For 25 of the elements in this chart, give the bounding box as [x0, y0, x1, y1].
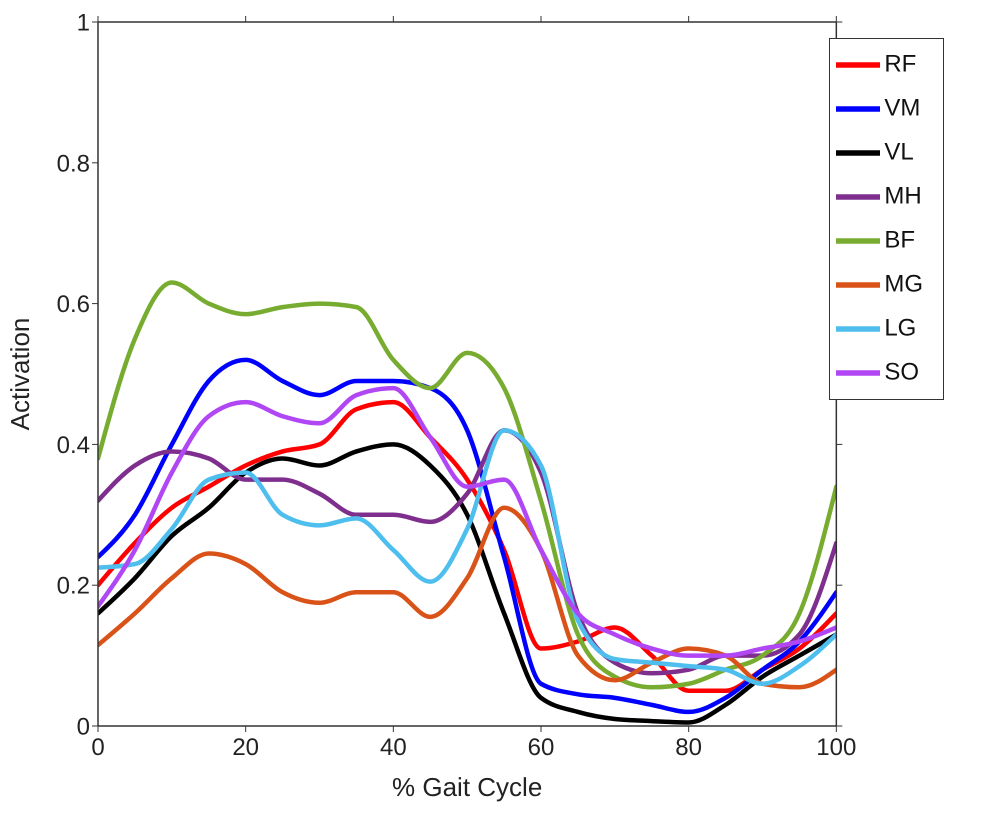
x-tick-label: 40 [380, 734, 407, 762]
line-series [98, 506, 836, 690]
legend-label: VL [884, 138, 914, 166]
y-tick-label: 1 [76, 10, 90, 37]
y-tick-label: 0.4 [56, 432, 90, 459]
y-tick-label: 0.6 [56, 291, 90, 318]
x-tick-label: 100 [816, 734, 856, 762]
legend-label: RF [884, 50, 916, 78]
legend-label: MH [884, 182, 922, 210]
y-tick-label: 0 [76, 714, 90, 741]
legend-label: LG [884, 314, 916, 342]
x-axis-title: % Gait Cycle [392, 772, 542, 802]
line-series [98, 280, 836, 690]
x-tick-label: 20 [232, 734, 260, 762]
x-tick-label: 80 [675, 734, 702, 762]
y-axis-title: Activation [5, 318, 36, 430]
legend-label: MG [884, 270, 923, 298]
legend-label: VM [884, 94, 920, 122]
y-tick-label: 0.2 [56, 572, 90, 600]
legend-label: BF [884, 226, 915, 254]
line-series [98, 386, 836, 658]
x-tick-label: 60 [528, 734, 554, 762]
line-series [98, 358, 836, 714]
y-tick-label: 0.8 [56, 150, 90, 178]
legend-label: SO [884, 358, 920, 386]
